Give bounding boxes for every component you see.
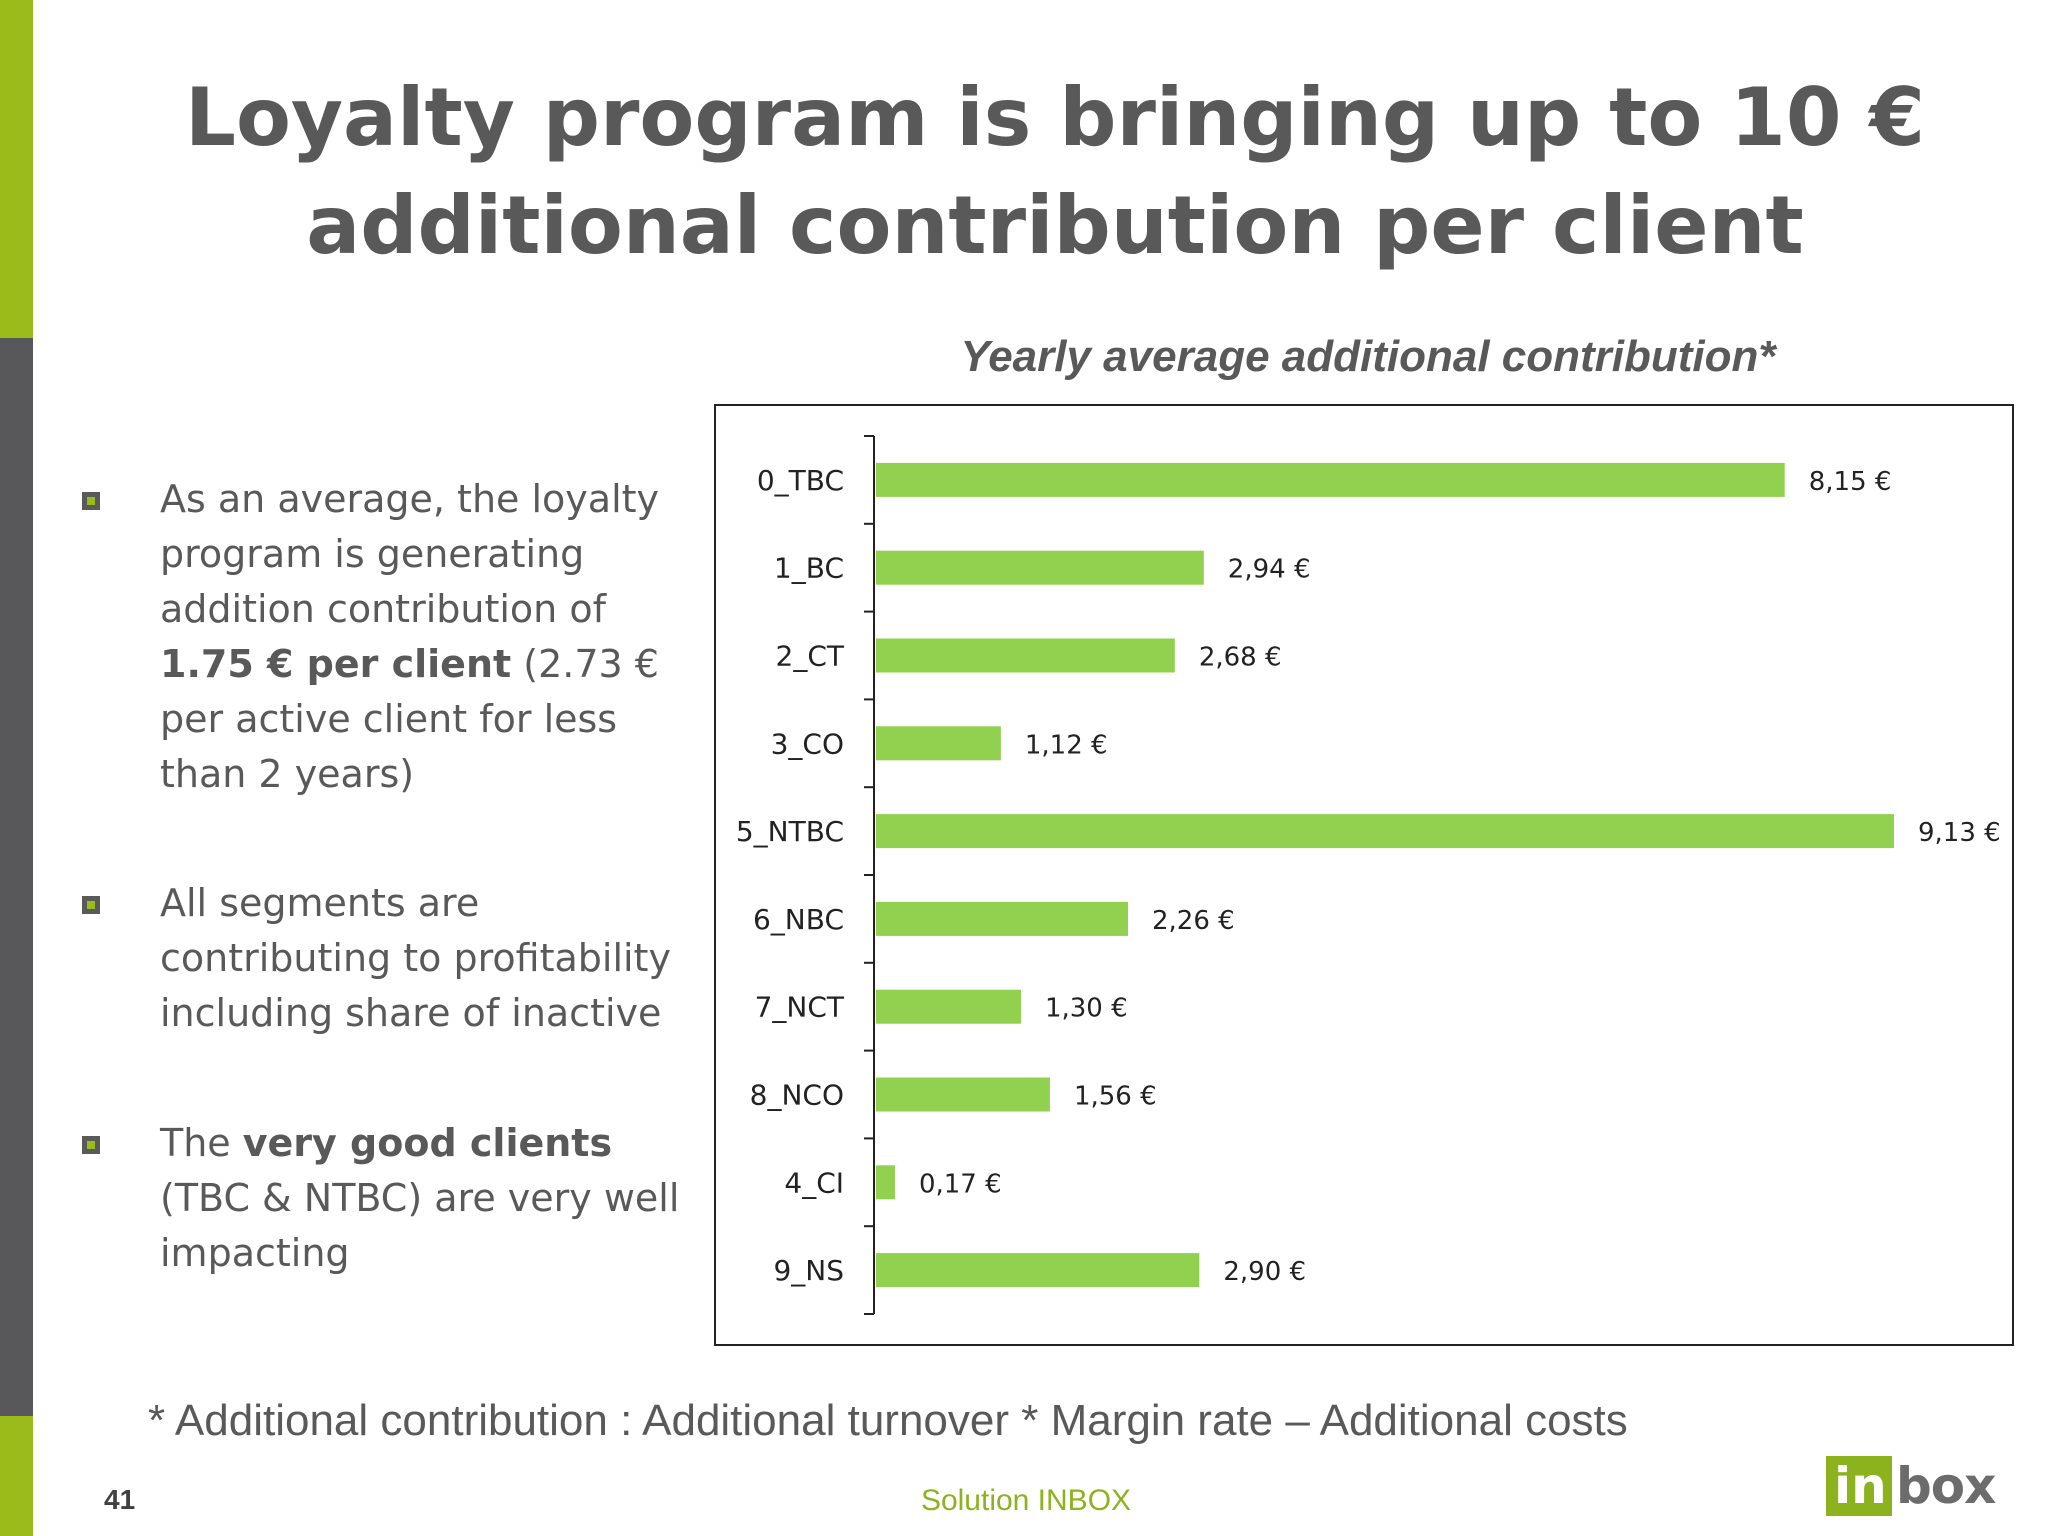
category-label-5_ntbc: 5_NTBC — [736, 815, 844, 848]
bar-2_ct — [876, 638, 1175, 673]
side-bar-top-green — [0, 0, 33, 338]
bullet-square-icon — [82, 896, 100, 914]
bar-3_co — [876, 726, 1001, 761]
category-label-0_tbc: 0_TBC — [757, 464, 844, 497]
bar-6_nbc — [876, 901, 1128, 936]
bullet-square-icon — [82, 1136, 100, 1154]
data-label-1_bc: 2,94 € — [1228, 555, 1311, 585]
bullet-text-1: As an average, the loyalty program is ge… — [160, 472, 700, 802]
chart-frame — [714, 404, 2014, 1346]
category-label-9_ns: 9_NS — [773, 1254, 844, 1287]
category-label-3_co: 3_CO — [771, 727, 844, 760]
bullet-3-segment-1: The — [160, 1121, 243, 1165]
bullet-square-icon — [82, 492, 100, 510]
bar-8_nco — [876, 1077, 1050, 1112]
bar-chart: 0_TBC 8,15 € 1_BC 2,94 € 2_CT 2,68 € 3_CO 1,12 … — [736, 435, 2001, 1315]
bullet-2-segment-1: All segments are contributing to profita… — [160, 881, 671, 1035]
inbox-logo: in box — [1826, 1456, 2026, 1516]
page-number: 41 — [104, 1484, 136, 1515]
bullet-3-segment-2: very good clients — [242, 1121, 613, 1165]
data-label-0_tbc: 8,15 € — [1809, 467, 1892, 497]
side-bar-middle-gray — [0, 338, 33, 1416]
category-label-1_bc: 1_BC — [774, 552, 844, 585]
data-label-9_ns: 2,90 € — [1223, 1257, 1306, 1287]
footer-label: Solution INBOX — [920, 1484, 1132, 1517]
bar-0_tbc — [876, 462, 1785, 497]
bullet-1-segment-3: (2.73 € per active client for less than … — [160, 642, 659, 796]
slide-title-line-2: additional contribution per client — [306, 179, 1804, 272]
footnote: * Additional contribution : Additional t… — [148, 1396, 1628, 1445]
chart-title: Yearly average additional contribution* — [960, 332, 1776, 381]
data-label-8_nco: 1,56 € — [1074, 1082, 1157, 1112]
data-label-3_co: 1,12 € — [1025, 730, 1108, 760]
bar-9_ns — [876, 1253, 1200, 1288]
bar-5_ntbc — [876, 814, 1894, 849]
bar-1_bc — [876, 550, 1204, 585]
slide-title: Loyalty program is bringing up to 10 € a… — [60, 64, 2048, 280]
bullet-text-3: The very good clients (TBC & NTBC) are v… — [160, 1116, 700, 1281]
bullet-1-segment-2: 1.75 € per client — [160, 642, 512, 686]
data-label-6_nbc: 2,26 € — [1152, 906, 1235, 936]
logo-part-in: in — [1826, 1456, 1892, 1516]
side-accent-bar — [0, 0, 33, 1536]
bar-7_nct — [876, 989, 1021, 1024]
data-label-7_nct: 1,30 € — [1045, 994, 1128, 1024]
bar-4_ci — [876, 1165, 895, 1200]
bullet-text-2: All segments are contributing to profita… — [160, 876, 700, 1041]
slide-title-line-1: Loyalty program is bringing up to 10 € — [184, 71, 1926, 164]
category-label-4_ci: 4_CI — [784, 1166, 844, 1199]
category-label-8_nco: 8_NCO — [750, 1079, 844, 1112]
logo-part-box: box — [1892, 1456, 1996, 1516]
data-label-2_ct: 2,68 € — [1199, 643, 1282, 673]
category-label-2_ct: 2_CT — [776, 640, 845, 673]
side-bar-bottom-green — [0, 1416, 33, 1536]
data-label-4_ci: 0,17 € — [919, 1169, 1002, 1199]
category-label-7_nct: 7_NCT — [755, 991, 845, 1024]
bullet-3-segment-3: (TBC & NTBC) are very well impacting — [160, 1176, 680, 1275]
data-label-5_ntbc: 9,13 € — [1918, 818, 2001, 848]
bullet-1-segment-1: As an average, the loyalty program is ge… — [160, 477, 660, 631]
category-label-6_nbc: 6_NBC — [753, 903, 844, 936]
